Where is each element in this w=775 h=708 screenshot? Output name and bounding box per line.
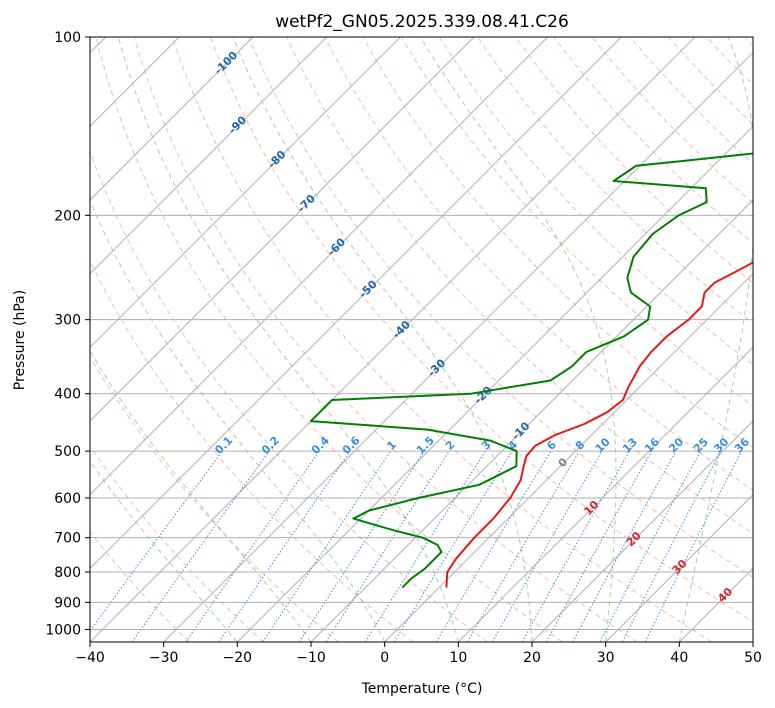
isotherm bbox=[752, 641, 753, 642]
dry-adiabat bbox=[210, 37, 753, 623]
dry-adiabat bbox=[90, 259, 414, 642]
mixing-ratio-line bbox=[298, 450, 425, 642]
moist-adiabat bbox=[117, 37, 459, 642]
y-tick-label: 700 bbox=[54, 531, 81, 547]
profiles bbox=[309, 152, 753, 589]
y-tick-label: 300 bbox=[54, 313, 81, 329]
dry-adiabat bbox=[400, 37, 753, 407]
dewpoint-line bbox=[309, 152, 753, 589]
x-tick-label: −10 bbox=[296, 650, 326, 666]
dry-adiabat bbox=[248, 37, 753, 578]
isotherm bbox=[90, 37, 401, 349]
temperature-line bbox=[445, 261, 753, 588]
y-tick-label: 900 bbox=[54, 595, 81, 611]
moist-adiabat bbox=[90, 349, 312, 642]
isotherm bbox=[457, 346, 753, 642]
y-tick-label: 200 bbox=[54, 208, 81, 224]
mixing-ratio-line bbox=[491, 450, 603, 642]
moist-adiabat bbox=[678, 37, 753, 642]
x-tick-label: −20 bbox=[223, 650, 253, 666]
x-tick-label: −30 bbox=[149, 650, 179, 666]
x-tick-label: 20 bbox=[523, 650, 541, 666]
isotherm bbox=[236, 125, 753, 642]
mixing-ratio-line bbox=[545, 450, 653, 642]
mixing-ratio-line bbox=[621, 450, 722, 642]
moist-adiabat bbox=[90, 199, 386, 642]
x-tick-label: 0 bbox=[380, 650, 389, 666]
x-tick-label: 10 bbox=[449, 650, 467, 666]
isotherm bbox=[90, 37, 254, 201]
mixing-ratio-line bbox=[90, 450, 223, 632]
plot-frame bbox=[89, 36, 754, 643]
y-tick-label: 500 bbox=[54, 444, 81, 460]
x-tick-label: 40 bbox=[670, 650, 688, 666]
mixing-ratio-line bbox=[572, 450, 677, 642]
isotherm bbox=[90, 37, 475, 422]
isotherm bbox=[384, 272, 753, 642]
x-tick-label: 50 bbox=[744, 650, 762, 666]
dry-adiabat bbox=[286, 37, 753, 534]
mixing-ratio-line bbox=[364, 450, 486, 642]
y-tick-label: 800 bbox=[54, 565, 81, 581]
y-axis: 100 200 300 400 500 600 700 800 900 1000 bbox=[45, 30, 90, 638]
isotherm bbox=[90, 37, 696, 642]
y-tick-label: 1000 bbox=[45, 622, 81, 638]
isotherm bbox=[531, 420, 753, 642]
pressure-gridlines bbox=[90, 37, 753, 630]
mixing-ratio-line bbox=[599, 450, 701, 642]
y-axis-label: Pressure (hPa) bbox=[12, 290, 28, 390]
plot-area bbox=[90, 37, 753, 642]
y-tick-label: 600 bbox=[54, 491, 81, 507]
mixing-ratio-line bbox=[218, 450, 351, 642]
isotherm bbox=[90, 37, 622, 570]
moist-adiabat bbox=[232, 37, 533, 642]
x-tick-label: −40 bbox=[75, 650, 105, 666]
mixing-ratio-line bbox=[131, 450, 270, 642]
x-tick-label: 30 bbox=[597, 650, 615, 666]
dry-adiabat bbox=[324, 37, 753, 491]
isotherm bbox=[310, 199, 753, 642]
dry-adiabat bbox=[90, 531, 190, 642]
dry-adiabat bbox=[438, 37, 753, 366]
chart-title: wetPf2_GN05.2025.339.08.41.C26 bbox=[275, 12, 569, 32]
isotherm bbox=[605, 493, 753, 642]
mixing-ratio-line bbox=[521, 450, 630, 642]
dry-adiabat bbox=[133, 37, 638, 642]
moist-adiabat bbox=[419, 37, 617, 642]
mixing-ratio-line bbox=[325, 450, 450, 642]
isotherm bbox=[90, 37, 549, 496]
isotherm bbox=[163, 51, 753, 642]
y-tick-label: 400 bbox=[54, 387, 81, 403]
isotherm bbox=[90, 37, 328, 275]
mixing-ratio-line bbox=[644, 450, 743, 642]
x-axis: −40 −30 −20 −10 0 10 20 30 40 50 bbox=[75, 642, 762, 666]
x-axis-label: Temperature (°C) bbox=[361, 681, 483, 697]
mixing-ratio-line bbox=[393, 450, 513, 642]
mixing-ratio-line bbox=[185, 450, 320, 642]
y-tick-label: 100 bbox=[54, 30, 81, 46]
background-lines bbox=[90, 37, 753, 642]
